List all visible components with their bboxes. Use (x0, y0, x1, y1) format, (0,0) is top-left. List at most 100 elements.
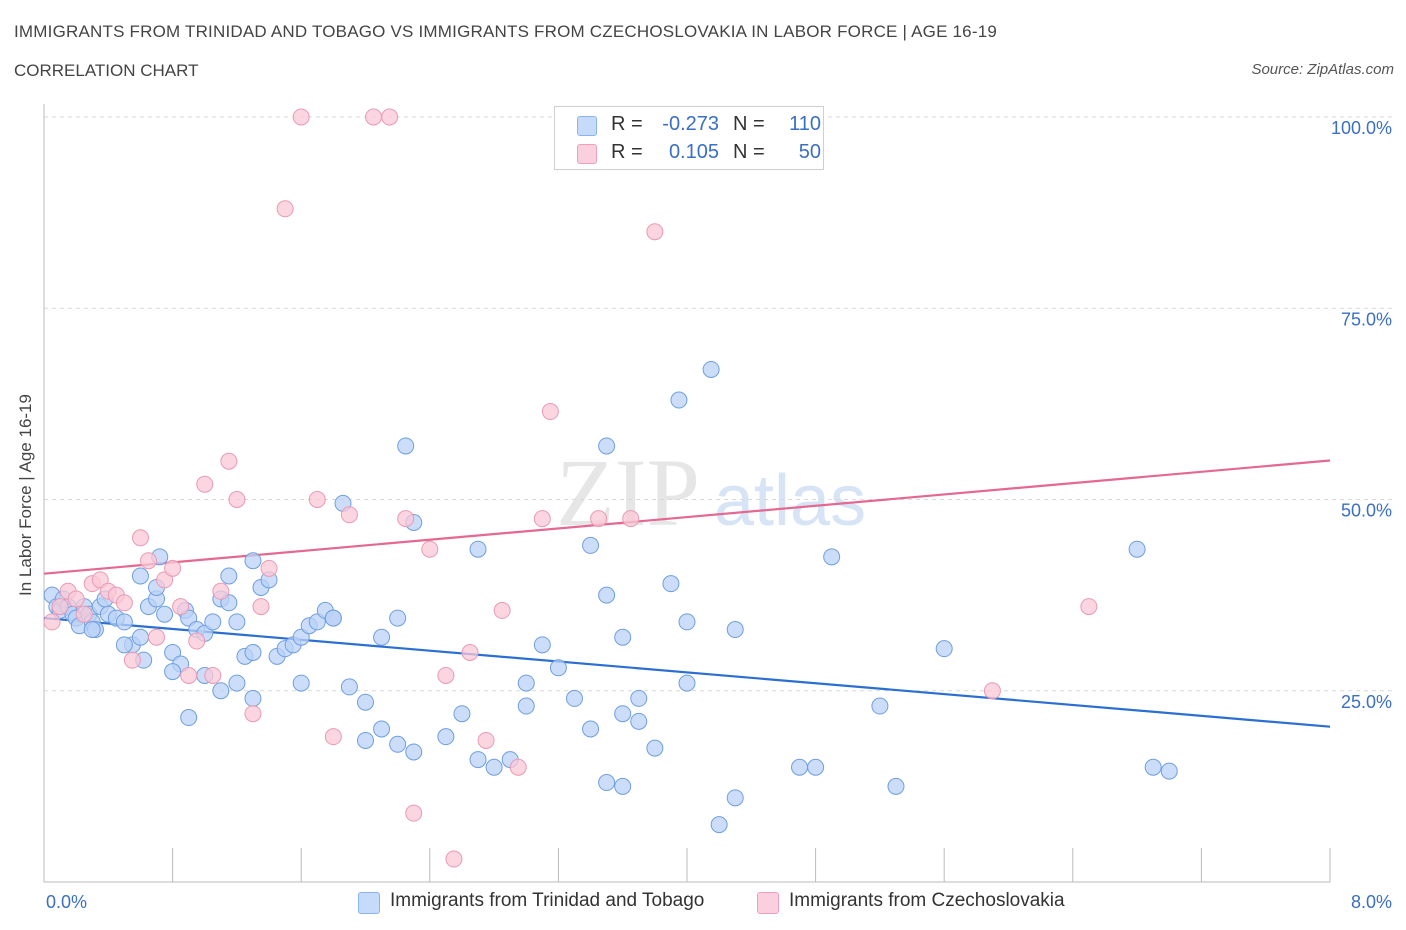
point-trinidad (807, 758, 825, 776)
chart-title: IMMIGRANTS FROM TRINIDAD AND TOBAGO VS I… (14, 22, 998, 41)
point-czechoslovakia (541, 403, 559, 421)
point-czechoslovakia (533, 510, 551, 528)
point-trinidad (646, 739, 664, 757)
point-czechoslovakia (67, 590, 85, 608)
point-trinidad (614, 777, 632, 795)
point-czechoslovakia (180, 666, 198, 684)
legend-n-value: 110 (789, 113, 821, 135)
point-trinidad (614, 705, 632, 723)
point-trinidad (517, 674, 535, 692)
point-trinidad (453, 705, 471, 723)
y-tick-label: 75.0% (1341, 309, 1392, 329)
data-points (43, 108, 1178, 868)
point-trinidad (389, 609, 407, 627)
point-trinidad (1128, 540, 1146, 558)
point-trinidad (533, 636, 551, 654)
point-trinidad (887, 777, 905, 795)
point-trinidad (115, 636, 133, 654)
point-trinidad (630, 712, 648, 730)
point-trinidad (670, 391, 688, 409)
axes (43, 104, 1331, 883)
bottom-legend-label-trinidad: Immigrants from Trinidad and Tobago (390, 890, 705, 911)
point-czechoslovakia (75, 605, 93, 623)
watermark-atlas: atlas (714, 461, 866, 541)
watermark-zip: ZIP (556, 439, 700, 546)
point-trinidad (228, 613, 246, 631)
point-trinidad (131, 628, 149, 646)
point-czechoslovakia (244, 705, 262, 723)
point-czechoslovakia (983, 682, 1001, 700)
point-trinidad (582, 720, 600, 738)
point-czechoslovakia (292, 108, 310, 126)
point-czechoslovakia (405, 804, 423, 822)
chart-subtitle: CORRELATION CHART (14, 61, 199, 80)
trend-line-trinidad (43, 616, 1331, 728)
legend-n-label: N = (733, 113, 765, 135)
y-axis-label: In Labor Force | Age 16-19 (16, 394, 35, 596)
point-czechoslovakia (131, 529, 149, 547)
point-trinidad (220, 567, 238, 585)
point-czechoslovakia (188, 632, 206, 650)
point-czechoslovakia (509, 758, 527, 776)
point-trinidad (702, 360, 720, 378)
legend-n-value: 50 (798, 141, 821, 163)
point-trinidad (156, 605, 174, 623)
point-czechoslovakia (324, 728, 342, 746)
point-trinidad (340, 678, 358, 696)
point-trinidad (662, 575, 680, 593)
point-czechoslovakia (148, 628, 166, 646)
point-trinidad (292, 674, 310, 692)
grid-lines (44, 116, 1392, 692)
bottom-legend-swatch-czechoslovakia (757, 892, 779, 914)
point-trinidad (164, 663, 182, 681)
point-trinidad (228, 674, 246, 692)
point-trinidad (726, 621, 744, 639)
point-trinidad (437, 728, 455, 746)
point-trinidad (204, 613, 222, 631)
point-czechoslovakia (228, 491, 246, 508)
point-trinidad (614, 628, 632, 646)
point-trinidad (549, 659, 567, 677)
point-czechoslovakia (493, 601, 511, 619)
legend-swatch-trinidad (577, 116, 597, 136)
point-trinidad (212, 682, 230, 700)
y-tick-label: 100.0% (1331, 118, 1392, 138)
point-czechoslovakia (212, 582, 230, 600)
point-trinidad (485, 758, 503, 776)
point-trinidad (823, 548, 841, 566)
point-czechoslovakia (445, 850, 463, 868)
bottom-legend-label-czechoslovakia: Immigrants from Czechoslovakia (789, 890, 1065, 911)
point-czechoslovakia (397, 510, 415, 528)
point-trinidad (244, 689, 262, 707)
bottom-legend-swatch-trinidad (358, 892, 380, 914)
point-trinidad (469, 540, 487, 558)
point-czechoslovakia (51, 598, 69, 616)
point-trinidad (678, 674, 696, 692)
point-czechoslovakia (252, 598, 270, 616)
point-trinidad (791, 758, 809, 776)
point-trinidad (357, 731, 374, 749)
legend-r-value: 0.105 (668, 141, 719, 163)
x-tick-label-min: 0.0% (46, 892, 87, 912)
point-trinidad (630, 689, 648, 707)
point-czechoslovakia (43, 613, 61, 631)
point-trinidad (871, 697, 889, 715)
point-trinidad (389, 735, 407, 753)
point-trinidad (1160, 762, 1178, 780)
point-czechoslovakia (421, 540, 439, 558)
point-trinidad (935, 640, 953, 658)
point-trinidad (244, 644, 262, 661)
point-trinidad (598, 437, 616, 455)
legend-swatch-czechoslovakia (577, 144, 597, 164)
point-czechoslovakia (340, 506, 358, 524)
point-czechoslovakia (461, 644, 479, 661)
point-trinidad (373, 628, 391, 646)
point-trinidad (565, 689, 583, 707)
point-trinidad (83, 621, 101, 639)
point-czechoslovakia (220, 452, 238, 470)
point-czechoslovakia (276, 200, 294, 218)
point-czechoslovakia (381, 108, 399, 126)
point-czechoslovakia (196, 475, 214, 493)
point-trinidad (517, 697, 535, 715)
legend-r-label: R = (611, 141, 643, 163)
